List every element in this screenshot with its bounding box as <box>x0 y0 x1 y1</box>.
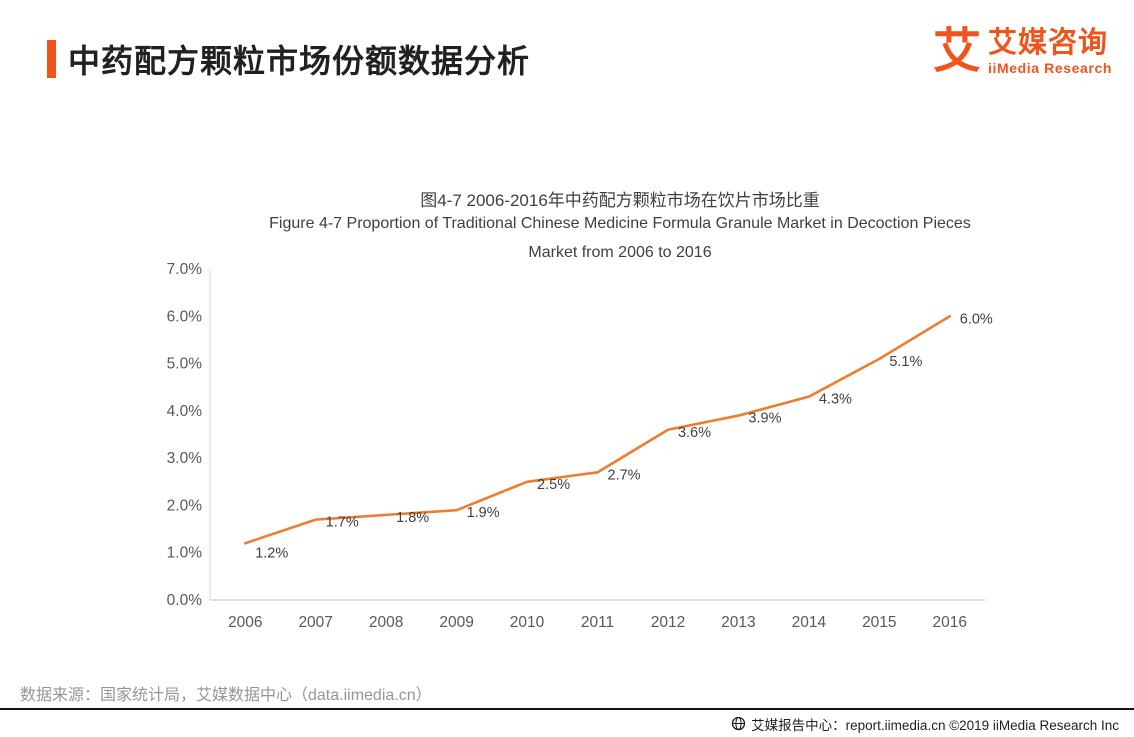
brand-name-en: iiMedia Research <box>988 60 1112 76</box>
report-center-globe-icon <box>731 716 746 731</box>
iimedia-logo-text: 艾媒咨询 iiMedia Research <box>988 26 1112 77</box>
x-tick-label: 2009 <box>439 614 473 631</box>
market-share-line-chart: 0.0% 1.0% 2.0% 3.0% 4.0% 5.0% 6.0% 7.0% 2006 2007… <box>167 261 993 631</box>
footer-text: 艾媒报告中心：report.iimedia.cn ©2019 iiMedia R… <box>751 717 1119 733</box>
data-source-note: 数据来源：国家统计局，艾媒数据中心（data.iimedia.cn） <box>20 687 432 704</box>
y-tick-label: 4.0% <box>167 403 203 420</box>
point-label: 5.1% <box>889 354 922 370</box>
y-tick-label: 6.0% <box>167 308 203 325</box>
point-label: 1.9% <box>467 505 500 521</box>
point-label: 3.6% <box>678 425 711 441</box>
x-tick-label: 2007 <box>298 614 332 631</box>
x-tick-label: 2014 <box>792 614 827 631</box>
x-tick-label: 2013 <box>721 614 755 631</box>
chart-title: 图4-7 2006-2016年中药配方颗粒市场在饮片市场比重 <box>420 191 820 210</box>
x-tick-label: 2008 <box>369 614 403 631</box>
point-label: 3.9% <box>748 411 781 427</box>
chart-subtitle-line1: Figure 4-7 Proportion of Traditional Chi… <box>269 215 971 232</box>
x-tick-label: 2006 <box>228 614 262 631</box>
y-tick-label: 3.0% <box>167 450 203 467</box>
title-accent-bar <box>47 40 56 78</box>
chart-subtitle-line2: Market from 2006 to 2016 <box>528 244 712 261</box>
iimedia-logo: 艾 艾媒咨询 iiMedia Research <box>933 26 1112 77</box>
footer-bar: 艾媒报告中心：report.iimedia.cn ©2019 iiMedia R… <box>0 708 1134 737</box>
point-label: 4.3% <box>819 392 852 408</box>
point-label: 1.8% <box>396 510 429 526</box>
x-tick-label: 2011 <box>581 614 614 631</box>
iimedia-logo-icon: 艾 <box>932 24 981 78</box>
point-label: 2.5% <box>537 477 570 493</box>
y-tick-label: 2.0% <box>167 497 203 514</box>
x-tick-label: 2012 <box>651 614 685 631</box>
point-label: 2.7% <box>608 467 641 483</box>
brand-name-cn: 艾媒咨询 <box>988 27 1109 59</box>
x-tick-label: 2016 <box>933 614 967 631</box>
y-tick-label: 0.0% <box>167 592 203 609</box>
y-tick-label: 5.0% <box>167 356 203 373</box>
x-tick-label: 2015 <box>862 614 896 631</box>
page-title: 中药配方颗粒市场份额数据分析 <box>68 43 531 79</box>
point-label: 1.7% <box>326 515 359 531</box>
point-label: 6.0% <box>960 311 993 327</box>
y-tick-label: 1.0% <box>167 545 203 562</box>
x-tick-label: 2010 <box>510 614 545 631</box>
trend-line <box>243 314 952 545</box>
y-tick-label: 7.0% <box>167 261 203 278</box>
point-label: 1.2% <box>255 545 288 561</box>
